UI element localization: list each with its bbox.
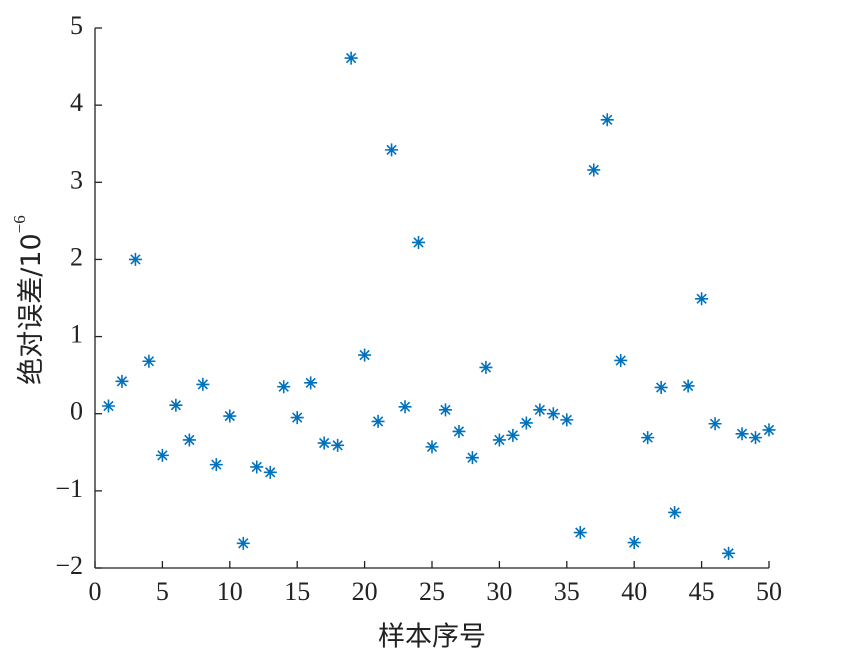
data-point xyxy=(236,536,250,550)
data-point xyxy=(438,403,452,417)
data-point xyxy=(722,546,736,560)
data-point xyxy=(641,431,655,445)
data-point xyxy=(668,505,682,519)
data-point xyxy=(506,428,520,442)
y-tick-label: 2 xyxy=(70,242,83,271)
data-point xyxy=(600,113,614,127)
data-point xyxy=(627,536,641,550)
y-axis-label-exponent: −6 xyxy=(10,215,29,233)
data-point xyxy=(452,424,466,438)
data-point xyxy=(708,417,722,431)
x-tick-label: 45 xyxy=(689,577,715,606)
data-point xyxy=(290,411,304,425)
data-point xyxy=(587,163,601,177)
x-tick-label: 15 xyxy=(284,577,310,606)
data-point xyxy=(573,526,587,540)
data-point xyxy=(209,458,223,472)
data-point xyxy=(250,460,264,474)
data-point xyxy=(115,374,129,388)
data-point xyxy=(492,433,506,447)
data-point xyxy=(519,416,533,430)
data-point xyxy=(654,380,668,394)
x-tick-label: 50 xyxy=(756,577,782,606)
data-point xyxy=(263,465,277,479)
data-point xyxy=(479,360,493,374)
data-point xyxy=(358,348,372,362)
data-point xyxy=(425,440,439,454)
x-tick-label: 30 xyxy=(486,577,512,606)
y-tick-label: 4 xyxy=(70,88,83,117)
data-point xyxy=(277,380,291,394)
x-tick-label: 40 xyxy=(621,577,647,606)
data-point xyxy=(749,431,763,445)
y-tick-label: 5 xyxy=(70,11,83,40)
data-point xyxy=(169,398,183,412)
x-tick-label: 10 xyxy=(217,577,243,606)
data-point xyxy=(223,409,237,423)
data-point xyxy=(317,436,331,450)
x-tick-label: 35 xyxy=(554,577,580,606)
x-axis-label: 样本序号 xyxy=(378,622,486,653)
data-point xyxy=(614,353,628,367)
data-point xyxy=(155,448,169,462)
data-point xyxy=(385,143,399,157)
y-tick-label: −2 xyxy=(55,551,83,580)
y-tick-label: 3 xyxy=(70,165,83,194)
data-point xyxy=(371,414,385,428)
data-point xyxy=(142,354,156,368)
x-tick-label: 25 xyxy=(419,577,445,606)
y-axis-label: 绝对误差/10−6 xyxy=(10,215,47,385)
data-point xyxy=(398,400,412,414)
y-tick-label: 0 xyxy=(70,397,83,426)
data-point xyxy=(681,379,695,393)
x-tick-label: 5 xyxy=(156,577,169,606)
data-point xyxy=(196,377,210,391)
data-point xyxy=(465,451,479,465)
data-point xyxy=(101,399,115,413)
data-point xyxy=(412,235,426,249)
data-point xyxy=(344,51,358,65)
x-tick-label: 20 xyxy=(352,577,378,606)
data-point xyxy=(331,438,345,452)
data-point xyxy=(128,252,142,266)
data-point xyxy=(560,413,574,427)
x-tick-label: 0 xyxy=(89,577,102,606)
data-point xyxy=(304,376,318,390)
data-point xyxy=(735,427,749,441)
data-point xyxy=(695,292,709,306)
data-point xyxy=(546,407,560,421)
data-point xyxy=(762,423,776,437)
y-tick-label: −1 xyxy=(55,474,83,503)
data-point xyxy=(182,433,196,447)
y-tick-label: 1 xyxy=(70,320,83,349)
data-point xyxy=(533,403,547,417)
y-axis-label-text: 绝对误差/10 xyxy=(16,233,47,384)
